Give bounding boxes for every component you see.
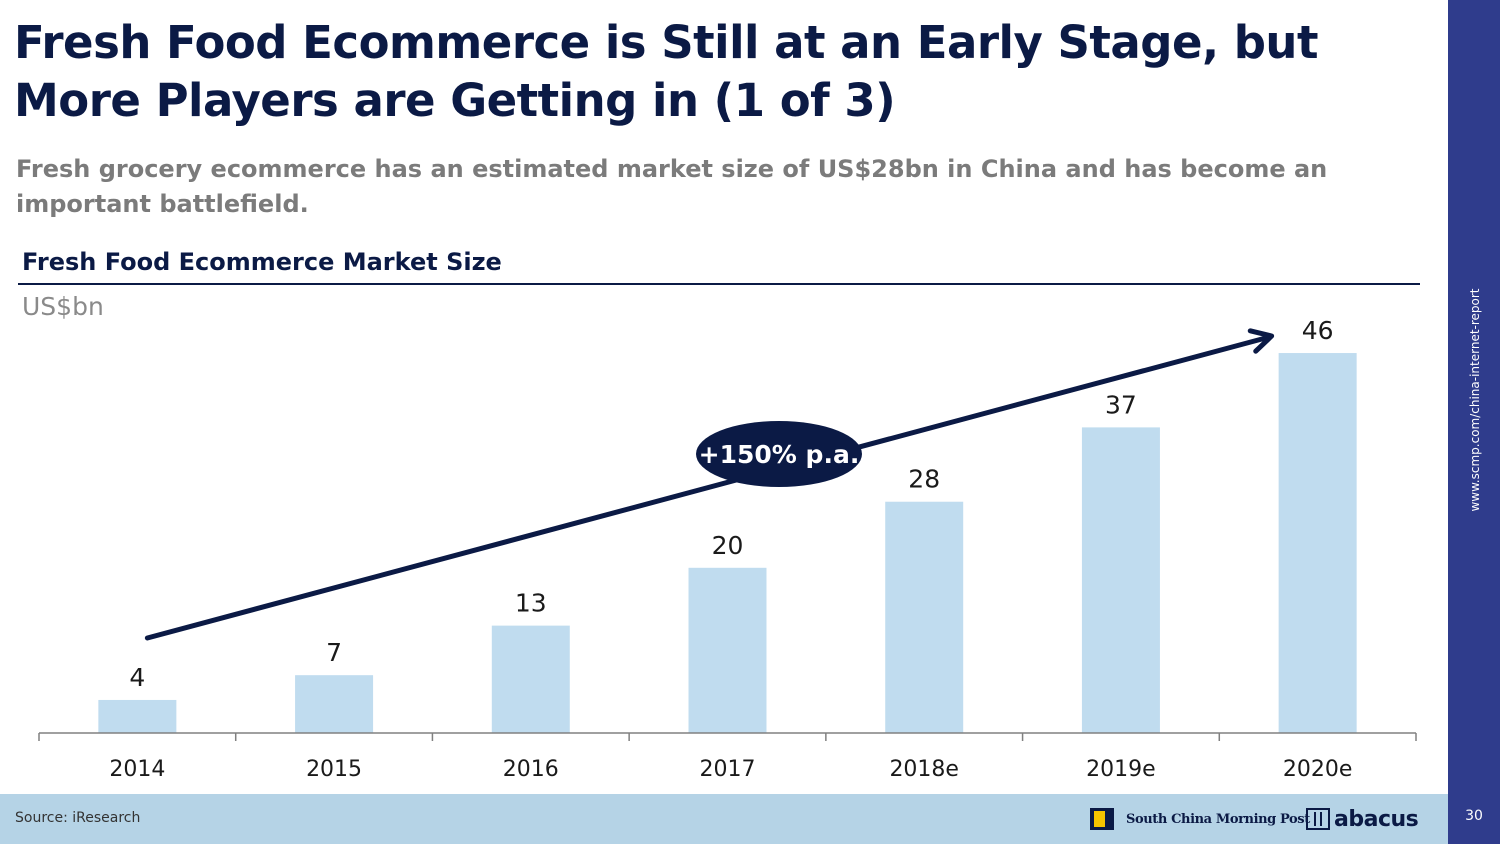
growth-arrow: +150% p.a. [144,328,1275,641]
chart-unit-label: US$bn [22,292,104,321]
x-tick-label: 2014 [109,757,165,782]
abacus-logo-icon [1306,808,1330,830]
bar [688,567,767,733]
x-tick-label: 2019e [1086,757,1156,782]
sidebar [1448,0,1500,844]
source-note: Source: iResearch [15,810,141,826]
bar [885,501,964,733]
bar [491,625,570,733]
scmp-logo: South China Morning Post [1090,807,1310,831]
x-axis: 2014 2015 2016 2017 2018e 2019e 2020e [38,732,1417,782]
x-tick-label: 2015 [306,757,362,782]
growth-badge [696,421,862,487]
abacus-logo: abacus [1306,806,1419,832]
data-label: 13 [515,589,547,618]
scmp-logo-text: South China Morning Post [1126,811,1310,827]
bar [295,675,374,733]
chart-title: Fresh Food Ecommerce Market Size [22,248,502,276]
arrow-head-icon [1247,328,1275,354]
chart-title-rule [18,283,1420,285]
data-label: 20 [712,531,744,560]
data-label: 4 [129,663,145,692]
abacus-logo-text: abacus [1334,806,1419,832]
x-tick-label: 2018e [889,757,959,782]
bar [98,699,177,733]
data-label: 37 [1105,390,1137,419]
arrow-line [144,335,1269,641]
bars-layer: 4 7 13 20 28 37 46 [98,316,1357,733]
bar [1278,353,1357,733]
sidebar-url[interactable]: www.scmp.com/china-internet-report [1468,288,1482,512]
scmp-logo-icon [1090,808,1114,830]
slide-subtitle: Fresh grocery ecommerce has an estimated… [16,155,1328,218]
x-tick-label: 2016 [503,757,559,782]
x-tick-label: 2020e [1283,757,1353,782]
data-label: 46 [1302,316,1334,345]
bar [1081,427,1160,733]
x-tick-label: 2017 [700,757,756,782]
data-label: 28 [908,465,940,494]
data-label: 7 [326,638,342,667]
footer: Source: iResearch South China Morning Po… [0,794,1448,844]
page-number: 30 [1465,808,1483,824]
growth-badge-label: +150% p.a. [699,440,860,469]
slide-title: Fresh Food Ecommerce is Still at an Earl… [14,16,1318,127]
